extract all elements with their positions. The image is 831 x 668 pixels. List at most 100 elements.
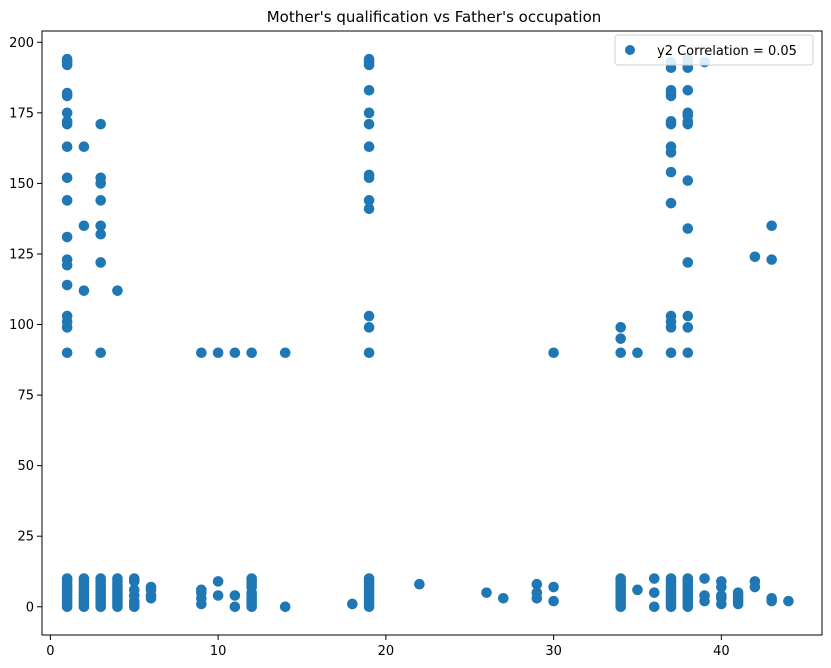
data-point xyxy=(548,595,559,607)
data-point xyxy=(648,587,660,598)
x-tick-label: 10 xyxy=(210,644,227,659)
data-point xyxy=(279,347,291,359)
plot-frame xyxy=(41,30,823,636)
data-point xyxy=(665,116,677,127)
data-point xyxy=(766,254,777,265)
data-point xyxy=(95,172,107,184)
data-point xyxy=(363,169,375,181)
data-point xyxy=(665,141,677,153)
data-point xyxy=(95,347,107,359)
data-point xyxy=(212,347,224,359)
data-point xyxy=(61,116,73,127)
data-point xyxy=(665,84,677,96)
data-point xyxy=(78,141,90,153)
data-point xyxy=(682,84,694,96)
axes-layer: 0 10 20 30 40 0 25 50 75 100 125 150 175 200 xyxy=(9,30,823,659)
data-point xyxy=(632,347,643,359)
chart-title: Mother's qualification vs Father's occup… xyxy=(267,8,602,26)
data-point xyxy=(615,333,627,344)
data-point xyxy=(112,573,123,584)
data-point xyxy=(665,573,677,584)
data-point xyxy=(95,195,107,206)
data-point xyxy=(61,141,73,153)
data-point xyxy=(363,107,375,119)
y-tick-label: 175 xyxy=(9,106,34,121)
data-point xyxy=(682,175,694,186)
data-point xyxy=(212,576,224,587)
data-point xyxy=(732,587,744,598)
data-point xyxy=(229,347,241,359)
y-tick-label: 75 xyxy=(17,389,34,404)
data-point xyxy=(749,576,761,587)
data-point xyxy=(531,587,543,598)
y-tick-label: 150 xyxy=(9,177,34,192)
data-point xyxy=(682,322,694,333)
data-point xyxy=(363,141,375,153)
legend-label: y2 Correlation = 0.05 xyxy=(657,44,797,59)
data-point xyxy=(229,590,241,601)
data-point xyxy=(61,195,73,206)
data-point xyxy=(61,231,73,243)
data-point xyxy=(749,251,761,263)
x-tick-label: 30 xyxy=(545,644,562,659)
data-point xyxy=(682,257,694,268)
data-point xyxy=(61,87,73,99)
data-point xyxy=(531,578,543,590)
y-tick-label: 0 xyxy=(26,600,34,615)
data-point xyxy=(632,584,643,596)
data-point xyxy=(665,310,677,322)
data-point xyxy=(95,118,107,130)
data-point xyxy=(615,322,627,333)
data-point xyxy=(682,347,694,359)
data-point xyxy=(95,228,107,240)
x-tick-label: 20 xyxy=(378,644,395,659)
data-point xyxy=(363,322,375,333)
x-tick-label: 0 xyxy=(46,644,54,659)
y-tick-label: 125 xyxy=(9,247,34,262)
data-point xyxy=(766,220,777,232)
data-point xyxy=(716,590,727,601)
data-point xyxy=(682,107,694,119)
data-point xyxy=(229,601,241,613)
data-point xyxy=(61,279,73,291)
data-point xyxy=(61,310,73,322)
y-tick-label: 50 xyxy=(17,459,34,474)
data-point xyxy=(145,581,157,593)
data-point xyxy=(128,584,140,596)
data-point xyxy=(682,223,694,234)
legend-marker xyxy=(625,45,635,55)
data-point xyxy=(78,285,90,296)
data-point xyxy=(363,84,375,96)
data-point xyxy=(95,220,107,232)
data-point xyxy=(682,573,694,584)
data-point xyxy=(648,601,660,613)
data-point xyxy=(61,53,73,65)
data-point xyxy=(196,584,207,596)
data-point xyxy=(61,573,73,584)
data-point xyxy=(682,310,694,322)
data-point xyxy=(112,285,123,296)
x-tick-label: 40 xyxy=(713,644,730,659)
data-point xyxy=(128,573,140,584)
data-point xyxy=(766,593,777,604)
data-point xyxy=(783,595,794,607)
y-tick-label: 200 xyxy=(9,36,34,51)
data-point xyxy=(363,53,375,65)
data-point xyxy=(648,573,660,584)
data-point xyxy=(95,257,107,268)
data-point xyxy=(615,347,627,359)
data-point xyxy=(363,573,375,584)
data-point xyxy=(414,578,425,590)
legend-box xyxy=(614,34,814,66)
y-tick-label: 25 xyxy=(17,530,34,545)
data-point xyxy=(615,573,627,584)
data-point xyxy=(347,598,358,610)
data-point xyxy=(95,573,107,584)
points-layer xyxy=(61,53,794,613)
data-point xyxy=(665,197,677,209)
data-point xyxy=(279,601,291,613)
y-tick-label: 100 xyxy=(9,318,34,333)
data-point xyxy=(363,195,375,206)
data-point xyxy=(196,347,207,359)
